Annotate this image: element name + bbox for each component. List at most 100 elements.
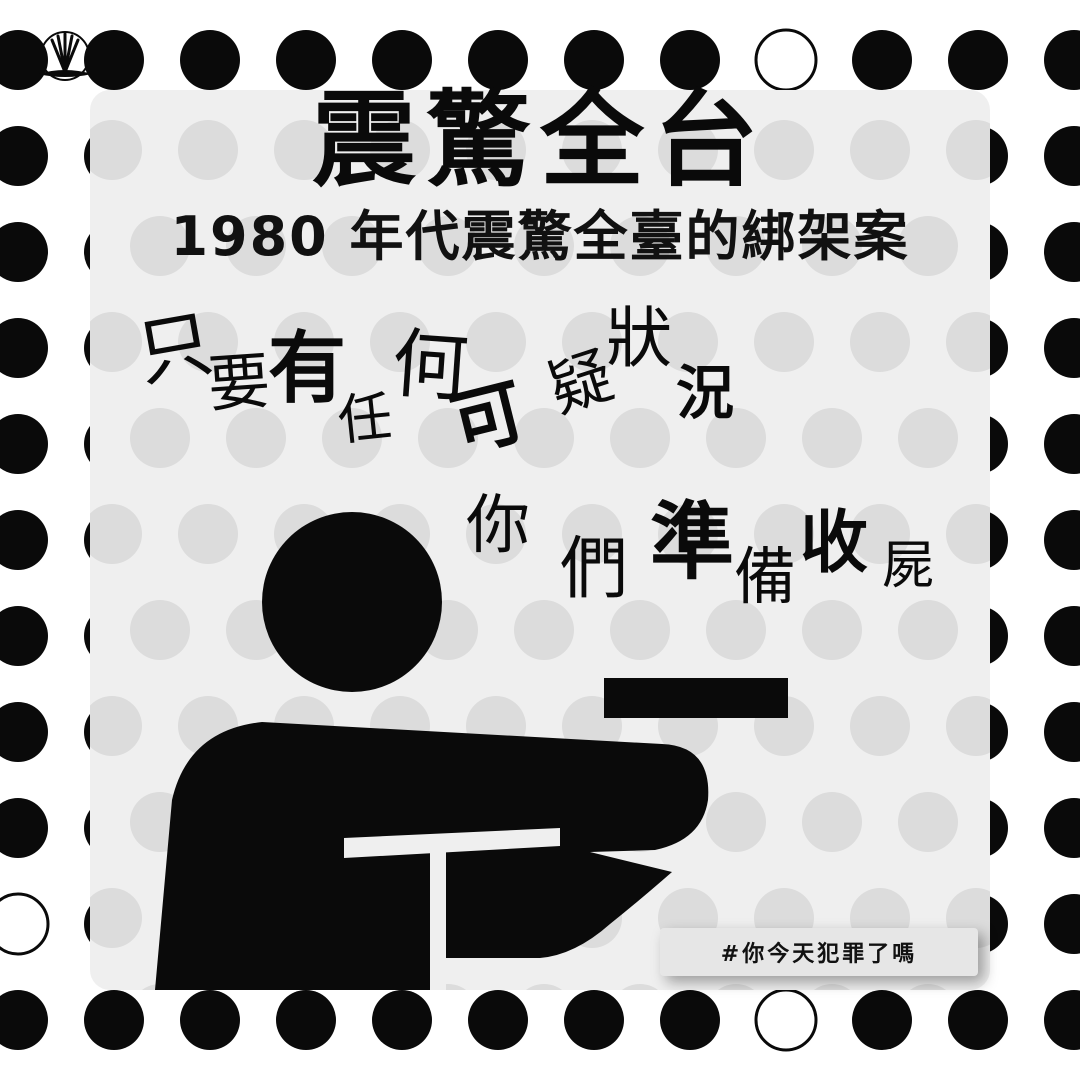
border-dot <box>0 414 48 474</box>
border-dot <box>0 702 48 762</box>
border-dot <box>84 990 144 1050</box>
panel-dot <box>90 888 142 948</box>
panel-dot <box>514 216 574 276</box>
panel-dot <box>178 504 238 564</box>
panel-dot <box>178 120 238 180</box>
border-dot <box>468 30 528 90</box>
border-dot <box>564 990 624 1050</box>
panel-dot <box>226 408 286 468</box>
phrase-char: 屍 <box>882 536 935 596</box>
border-dot <box>852 30 912 90</box>
border-dot <box>948 30 1008 90</box>
border-dot <box>0 30 48 90</box>
border-dot <box>372 30 432 90</box>
border-dot <box>84 30 144 90</box>
panel-dot <box>850 504 910 564</box>
border-dot <box>0 510 48 570</box>
phrase-char: 備 <box>734 540 797 613</box>
border-dot <box>948 990 1008 1050</box>
border-dot <box>0 606 48 666</box>
border-dot <box>0 798 48 858</box>
page-subtitle: 1980 年代震驚全臺的綁架案 <box>170 205 910 268</box>
panel-dot <box>274 312 334 372</box>
panel-dot <box>898 792 958 852</box>
panel-dot <box>622 984 658 990</box>
border-dot <box>564 30 624 90</box>
panel-dot <box>466 312 526 372</box>
border-dot <box>180 30 240 90</box>
panel-dot <box>130 216 190 276</box>
panel-dot <box>514 600 574 660</box>
panel-dot <box>754 312 814 372</box>
border-dot <box>372 990 432 1050</box>
border-dot <box>0 892 50 956</box>
border-dot <box>0 990 48 1050</box>
panel-dot <box>514 408 574 468</box>
border-dot <box>276 30 336 90</box>
panel-dot <box>754 504 814 564</box>
panel-dot <box>274 120 334 180</box>
panel-dot <box>130 408 190 468</box>
border-dot <box>754 988 818 1052</box>
hashtag-tag: #你今天犯罪了嗎 <box>660 928 978 976</box>
panel-dot <box>466 120 526 180</box>
border-dot <box>1044 222 1080 282</box>
panel-dot <box>90 504 142 564</box>
panel-dot <box>226 216 286 276</box>
panel-dot <box>898 216 958 276</box>
border-dot <box>1044 606 1080 666</box>
phrase-char: 你 <box>466 489 530 563</box>
panel-dot <box>658 312 718 372</box>
panel-dot <box>658 504 718 564</box>
panel-dot <box>130 600 190 660</box>
panel-dot <box>370 312 430 372</box>
border-dot <box>1044 414 1080 474</box>
panel-dot <box>322 408 382 468</box>
panel-dot <box>898 408 958 468</box>
phrase-char: 有 <box>268 324 347 414</box>
panel-dot <box>526 984 562 990</box>
panel-dot <box>718 984 754 990</box>
panel-dot <box>610 216 670 276</box>
panel-dot <box>90 696 142 756</box>
panel-dot <box>946 696 990 756</box>
panel-dot <box>90 120 142 180</box>
panel-dot <box>562 120 622 180</box>
panel-dot <box>946 504 990 564</box>
border-dot <box>468 990 528 1050</box>
border-dot <box>660 30 720 90</box>
panel-dot <box>802 600 862 660</box>
panel-dot <box>418 216 478 276</box>
panel-dot <box>658 120 718 180</box>
panel-dot <box>814 984 850 990</box>
panel-dot <box>802 216 862 276</box>
panel-dot <box>706 792 766 852</box>
page-title: 震驚全台 <box>311 79 768 201</box>
border-dot <box>660 990 720 1050</box>
panel-dot <box>562 312 622 372</box>
phrase-char: 狀 <box>606 300 672 377</box>
border-dot <box>1044 126 1080 186</box>
border-dot <box>180 990 240 1050</box>
panel-dot <box>946 120 990 180</box>
panel-dot <box>466 504 526 564</box>
panel-dot <box>90 312 142 372</box>
border-dot <box>1044 798 1080 858</box>
panel-dot <box>946 312 990 372</box>
panel-dot <box>610 600 670 660</box>
panel-dot <box>910 984 946 990</box>
panel-dot <box>370 120 430 180</box>
panel-dot <box>610 408 670 468</box>
border-dot <box>1044 30 1080 90</box>
panel-dot <box>562 504 622 564</box>
border-dot <box>852 990 912 1050</box>
panel-dot <box>322 216 382 276</box>
panel-dot <box>850 312 910 372</box>
border-dot <box>1044 318 1080 378</box>
border-dot <box>0 222 48 282</box>
border-dot <box>0 318 48 378</box>
border-dot <box>1044 990 1080 1050</box>
panel-dot <box>898 600 958 660</box>
phrase-char: 們 <box>560 530 629 609</box>
